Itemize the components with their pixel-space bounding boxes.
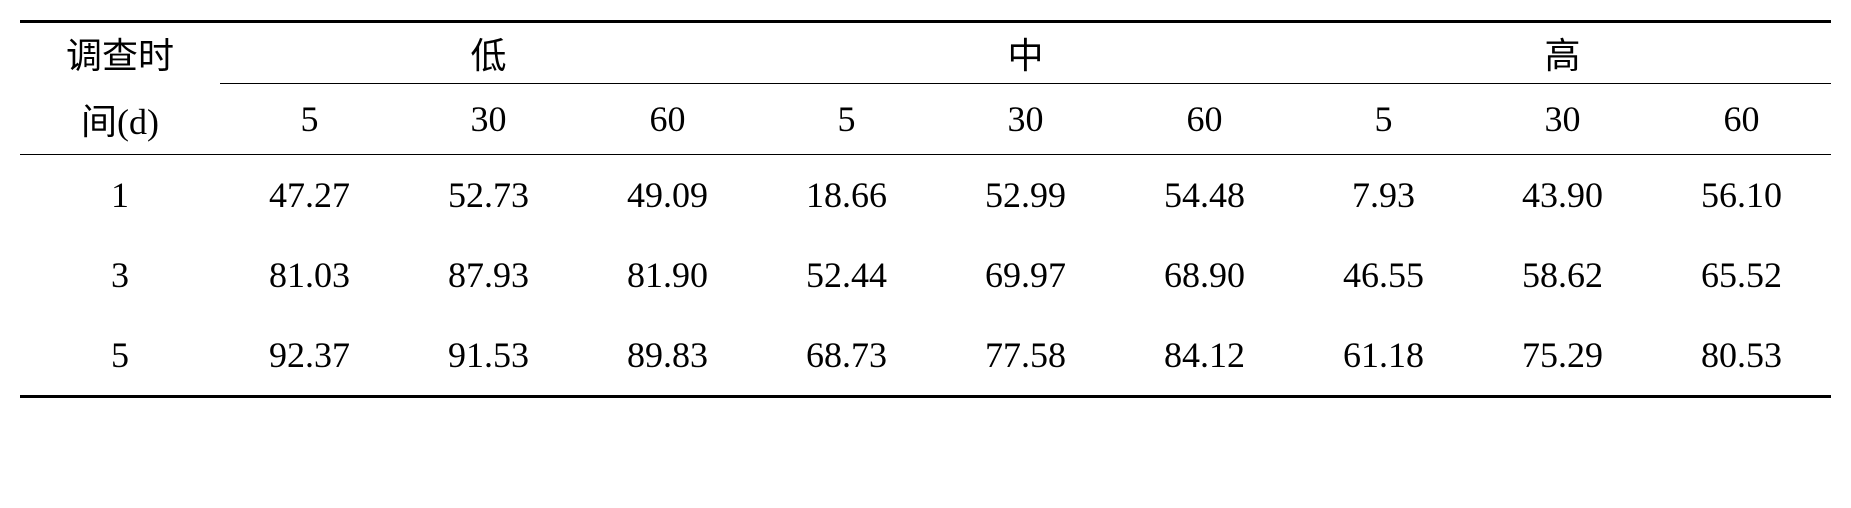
table-row: 5 92.37 91.53 89.83 68.73 77.58 84.12 61… [20,315,1831,397]
data-cell: 54.48 [1115,155,1294,236]
data-cell: 92.37 [220,315,399,397]
data-cell: 91.53 [399,315,578,397]
row-id-cell: 1 [20,155,220,236]
group-label-mid: 中 [757,22,1294,84]
table-row: 1 47.27 52.73 49.09 18.66 52.99 54.48 7.… [20,155,1831,236]
data-cell: 75.29 [1473,315,1652,397]
subheader-cell: 60 [1115,84,1294,155]
data-cell: 56.10 [1652,155,1831,236]
data-cell: 65.52 [1652,235,1831,315]
header-row-groups: 调查时 低 中 高 [20,22,1831,84]
subheader-cell: 5 [1294,84,1473,155]
subheader-cell: 30 [1473,84,1652,155]
subheader-cell: 60 [578,84,757,155]
data-cell: 68.90 [1115,235,1294,315]
data-cell: 49.09 [578,155,757,236]
data-cell: 47.27 [220,155,399,236]
data-cell: 81.03 [220,235,399,315]
data-cell: 69.97 [936,235,1115,315]
data-cell: 87.93 [399,235,578,315]
data-cell: 52.44 [757,235,936,315]
data-cell: 89.83 [578,315,757,397]
header-row-sub: 间(d) 5 30 60 5 30 60 5 30 60 [20,84,1831,155]
data-cell: 58.62 [1473,235,1652,315]
data-cell: 52.73 [399,155,578,236]
row-id-cell: 5 [20,315,220,397]
data-table: 调查时 低 中 高 间(d) 5 30 60 5 30 60 5 30 60 1… [20,20,1831,398]
data-cell: 43.90 [1473,155,1652,236]
subheader-cell: 5 [757,84,936,155]
data-cell: 84.12 [1115,315,1294,397]
data-cell: 68.73 [757,315,936,397]
subheader-cell: 30 [399,84,578,155]
row-header-label-line2: 间(d) [20,84,220,155]
data-cell: 46.55 [1294,235,1473,315]
data-cell: 7.93 [1294,155,1473,236]
subheader-cell: 30 [936,84,1115,155]
group-label-high: 高 [1294,22,1831,84]
subheader-cell: 60 [1652,84,1831,155]
data-cell: 77.58 [936,315,1115,397]
data-cell: 18.66 [757,155,936,236]
table-row: 3 81.03 87.93 81.90 52.44 69.97 68.90 46… [20,235,1831,315]
group-label-low: 低 [220,22,757,84]
data-cell: 61.18 [1294,315,1473,397]
data-cell: 52.99 [936,155,1115,236]
data-cell: 81.90 [578,235,757,315]
row-header-label-line1: 调查时 [20,22,220,84]
subheader-cell: 5 [220,84,399,155]
data-cell: 80.53 [1652,315,1831,397]
row-id-cell: 3 [20,235,220,315]
